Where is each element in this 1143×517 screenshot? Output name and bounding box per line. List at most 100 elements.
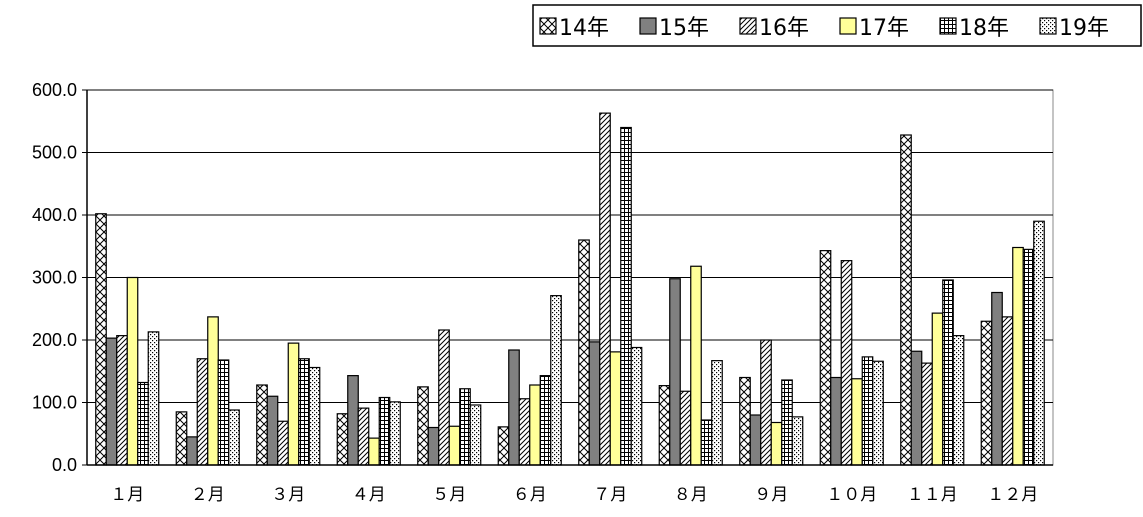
bar-18年-11月 — [942, 279, 954, 466]
bar-18年-12月 — [1022, 248, 1035, 466]
x-tick-label: ４月 — [352, 485, 386, 505]
bar-18年-6月 — [539, 375, 552, 466]
bar-17年-1月 — [126, 276, 139, 466]
bar-15年-5月 — [427, 426, 440, 466]
bar-14年-10月 — [819, 250, 832, 466]
legend-label: 19年 — [1059, 16, 1109, 41]
y-tick-label: 300.0 — [32, 268, 77, 288]
bar-19年-6月 — [550, 295, 562, 466]
bar-18年-8月 — [700, 419, 713, 466]
bar-17年-4月 — [368, 437, 380, 466]
bar-19年-10月 — [872, 360, 884, 466]
bar-19年-8月 — [711, 360, 723, 466]
bar-15年-10月 — [830, 376, 842, 466]
legend-swatch — [839, 17, 857, 35]
bar-17年-5月 — [448, 425, 461, 466]
bar-18年-10月 — [861, 356, 874, 466]
bar-15年-1月 — [105, 337, 118, 466]
legend-label: 16年 — [759, 16, 809, 41]
bar-17年-11月 — [931, 312, 944, 466]
legend-swatch — [1039, 17, 1057, 35]
legend-label: 14年 — [559, 16, 609, 41]
bars — [95, 112, 1045, 466]
x-tick-label: ６月 — [513, 485, 547, 505]
bar-19年-9月 — [791, 416, 804, 466]
y-tick-label: 200.0 — [32, 330, 77, 350]
gridlines — [87, 89, 1053, 403]
bar-15年-6月 — [508, 349, 520, 466]
bar-15年-3月 — [266, 395, 279, 466]
y-tick-label: 100.0 — [32, 393, 77, 413]
bar-17年-2月 — [207, 316, 219, 466]
x-tick-label: ３月 — [271, 485, 305, 505]
bar-17年-8月 — [690, 265, 702, 466]
legend-items: 14年 15年 16年 17年 18年 19年 — [539, 16, 1109, 41]
legend-label: 17年 — [859, 16, 909, 41]
bar-19年-2月 — [228, 409, 240, 466]
bar-17年-12月 — [1012, 246, 1024, 466]
y-tick-label: 500.0 — [32, 143, 77, 163]
bar-17年-9月 — [770, 421, 783, 466]
x-axis-ticks: １月 ２月 ３月 ４月 ５月 ６月 ７月 ８月 ９月 １０月 １１月 １２月 — [110, 485, 1038, 505]
x-tick-label: ７月 — [593, 485, 627, 505]
bar-14年-12月 — [980, 320, 993, 466]
x-tick-label: １０月 — [826, 485, 877, 505]
legend-swatch — [639, 17, 657, 35]
bar-14年-2月 — [175, 411, 188, 466]
bar-14年-11月 — [900, 134, 912, 466]
y-tick-label: 400.0 — [32, 205, 77, 225]
bar-16年-8月 — [679, 390, 692, 466]
bar-16年-11月 — [921, 362, 933, 466]
bar-14年-7月 — [578, 239, 590, 466]
bar-17年-3月 — [287, 342, 300, 466]
bar-19年-12月 — [1033, 220, 1045, 466]
legend-swatch — [939, 17, 957, 35]
bar-14年-6月 — [497, 426, 510, 466]
bar-17年-10月 — [851, 378, 863, 466]
bar-15年-8月 — [669, 278, 681, 466]
bar-16年-2月 — [196, 358, 209, 466]
bar-15年-11月 — [910, 350, 923, 466]
bar-15年-4月 — [347, 375, 359, 466]
bar-14年-9月 — [739, 376, 751, 466]
bar-19年-3月 — [308, 366, 321, 466]
bar-14年-4月 — [336, 413, 349, 466]
bar-15年-7月 — [588, 341, 601, 466]
x-tick-label: ５月 — [432, 485, 466, 505]
bar-17年-7月 — [609, 351, 622, 466]
bar-18年-1月 — [137, 381, 149, 466]
legend-label: 15年 — [659, 16, 709, 41]
y-axis-ticks: 0.0 100.0 200.0 300.0 400.0 500.0 600.0 — [32, 80, 87, 475]
legend: 14年 15年 16年 17年 18年 19年 — [532, 4, 1142, 47]
bar-18年-9月 — [781, 379, 793, 466]
y-tick-label: 0.0 — [52, 455, 77, 475]
bar-14年-5月 — [417, 386, 429, 466]
x-tick-label: １２月 — [987, 485, 1038, 505]
bar-18年-7月 — [620, 126, 632, 466]
bar-16年-4月 — [357, 407, 370, 466]
bar-19年-11月 — [952, 335, 965, 466]
bar-16年-1月 — [116, 335, 128, 466]
x-tick-label: ８月 — [674, 485, 708, 505]
bar-14年-3月 — [256, 384, 268, 466]
legend-swatch — [539, 17, 557, 35]
bar-18年-5月 — [459, 388, 471, 466]
bar-19年-5月 — [469, 404, 482, 466]
bar-17年-6月 — [529, 384, 541, 466]
legend-label: 18年 — [959, 16, 1009, 41]
bar-18年-3月 — [298, 358, 310, 466]
bar-16年-10月 — [840, 260, 853, 466]
bar-16年-9月 — [760, 339, 772, 466]
bar-16年-5月 — [438, 329, 450, 466]
legend-swatch — [739, 17, 757, 35]
bar-18年-2月 — [217, 359, 230, 466]
bar-18年-4月 — [378, 396, 391, 466]
bar-19年-7月 — [630, 346, 643, 466]
plot-area — [86, 89, 1054, 466]
bar-19年-4月 — [389, 401, 401, 466]
x-tick-label: ２月 — [191, 485, 225, 505]
x-tick-label: １１月 — [907, 485, 958, 505]
bar-16年-3月 — [277, 420, 289, 466]
x-tick-label: １月 — [110, 485, 144, 505]
